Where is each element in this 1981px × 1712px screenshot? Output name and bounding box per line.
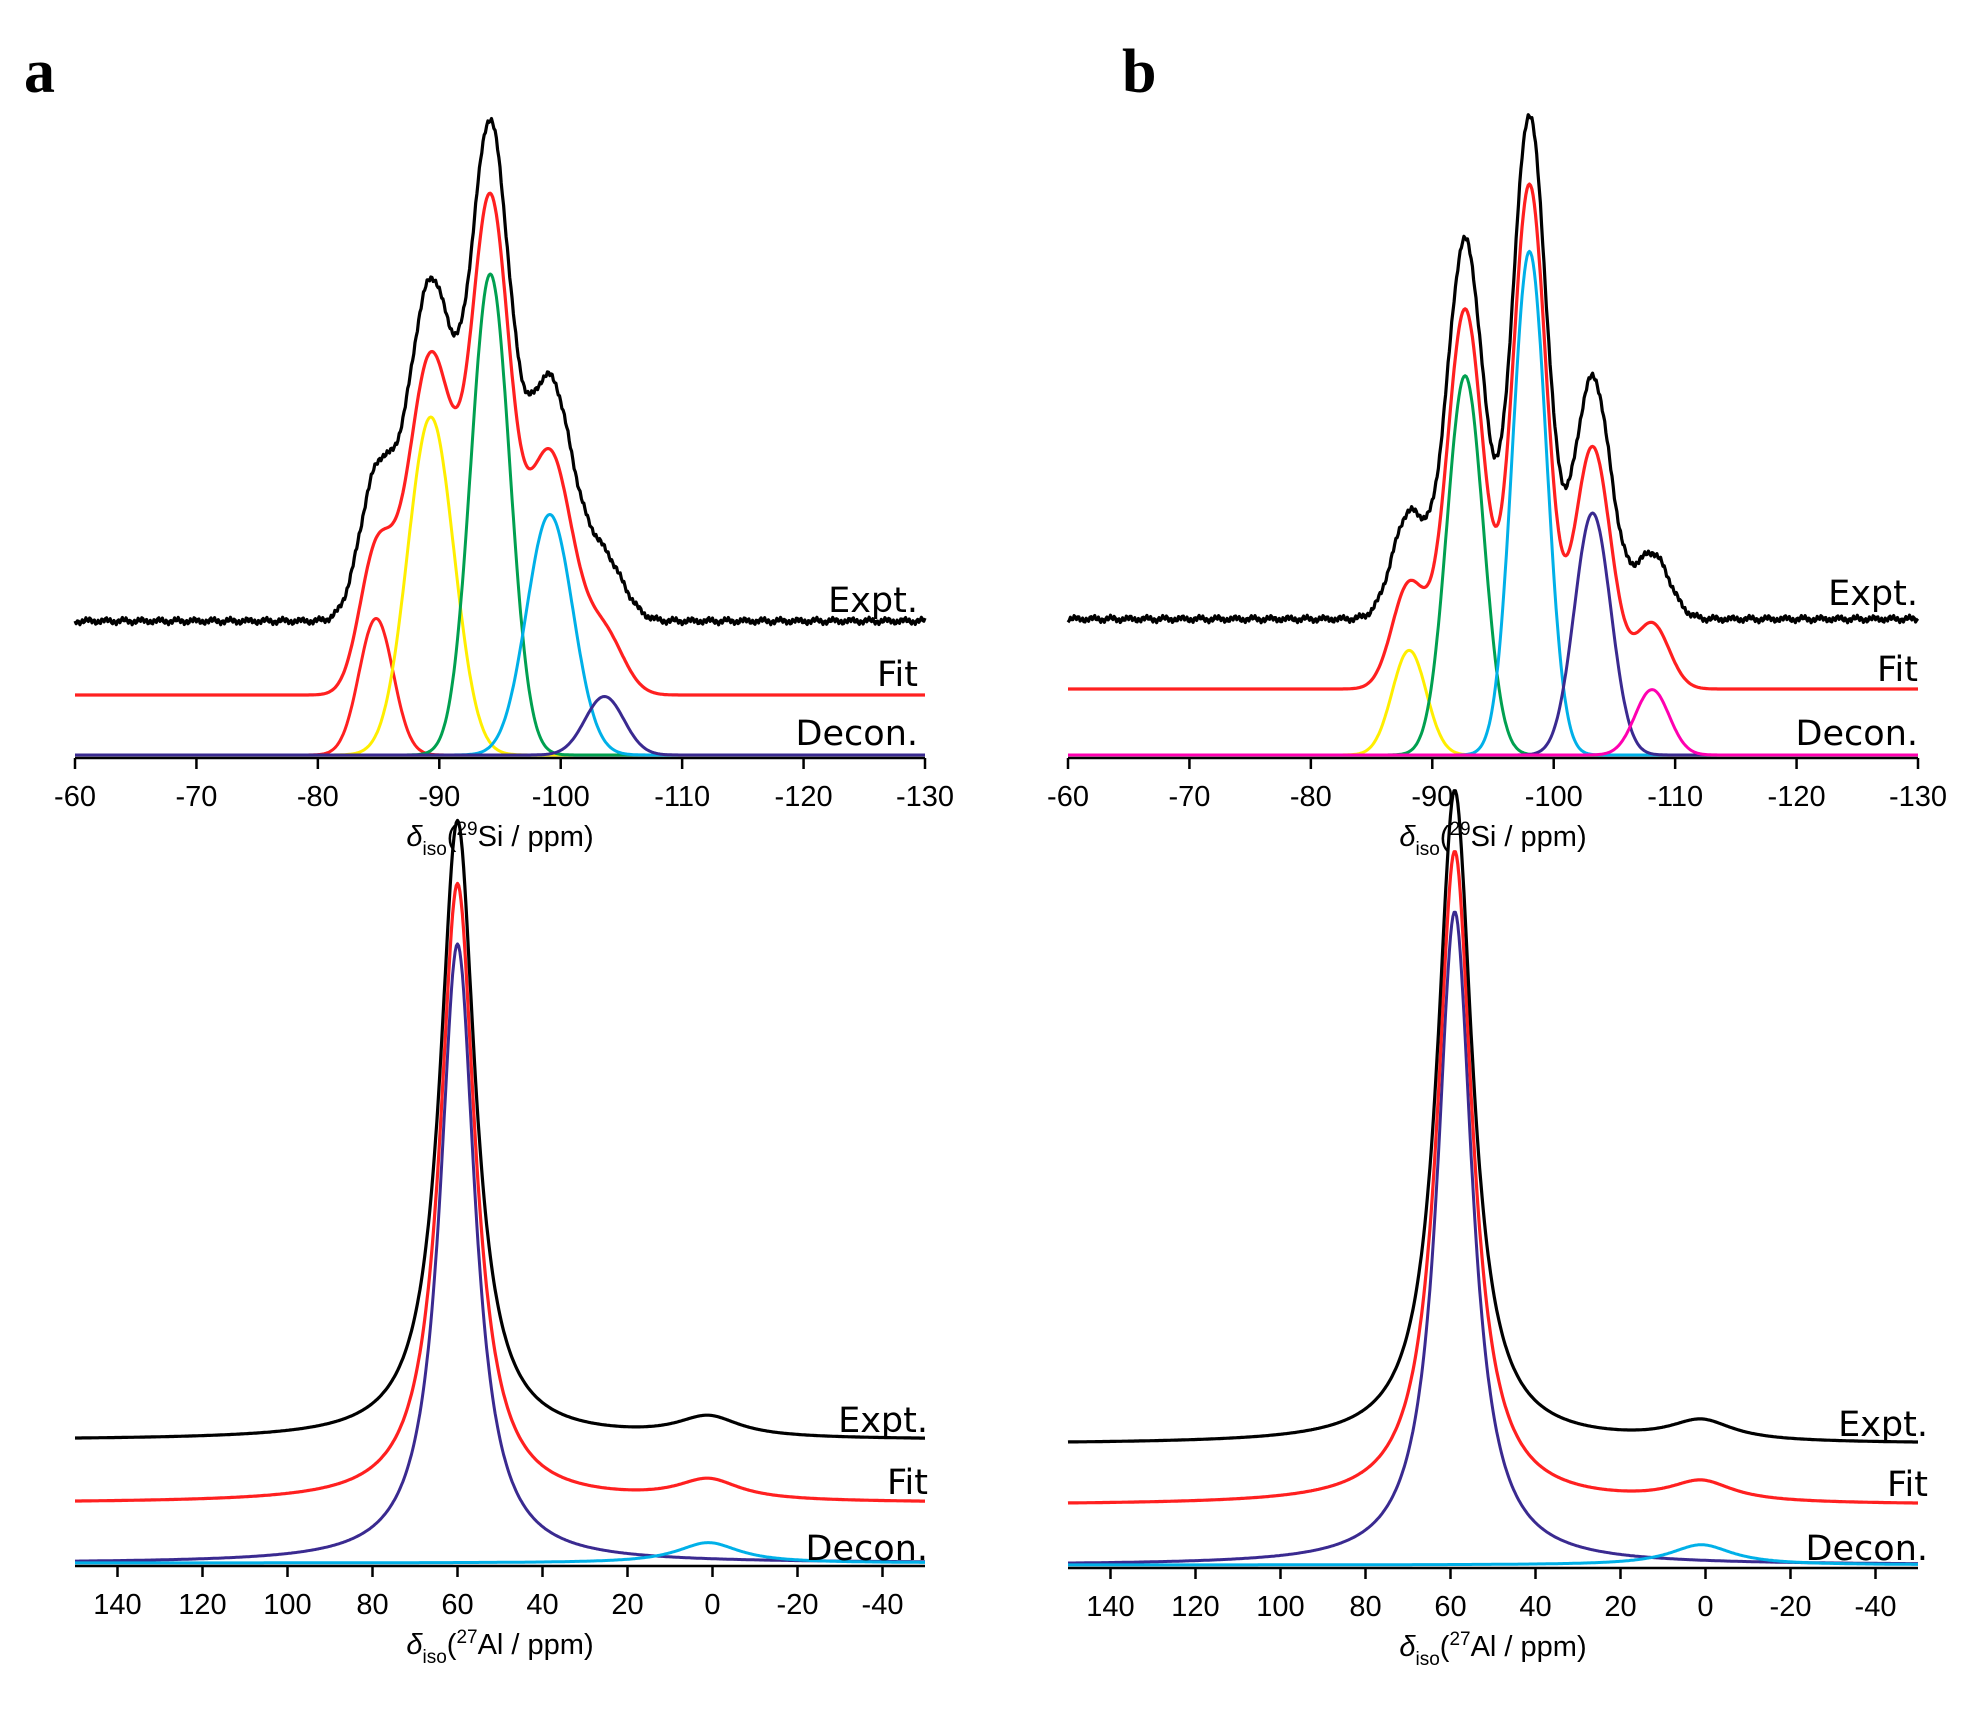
x-tick-label: 140: [1086, 1591, 1134, 1623]
x-axis-title-sub: iso: [422, 839, 446, 860]
x-tick-label: -120: [775, 781, 833, 813]
x-tick-label: -90: [418, 781, 460, 813]
expt-spectrum: [74, 818, 926, 1440]
x-tick-label: 60: [1434, 1591, 1466, 1623]
decon-component-5: [74, 695, 926, 757]
x-axis-title-sup: 27: [1449, 1629, 1470, 1650]
x-tick-label: -90: [1411, 781, 1453, 813]
x-axis-title-delta: δ: [406, 821, 423, 853]
fit-curve: [1067, 850, 1919, 1505]
x-tick-label: -120: [1768, 781, 1826, 813]
trace-label-decon: Decon.: [1806, 1529, 1928, 1569]
expt-spectrum: [73, 117, 927, 627]
x-tick-label: -20: [1770, 1591, 1812, 1623]
fit-curve: [74, 881, 926, 1503]
x-axis-title-delta: δ: [406, 1629, 423, 1661]
x-tick-label: 80: [356, 1589, 388, 1621]
x-axis-title: δiso(27Al / ppm): [1399, 1629, 1586, 1670]
x-tick-label: -130: [1889, 781, 1947, 813]
panel-letter-b: b: [1122, 38, 1156, 106]
trace-label-fit: Fit: [877, 655, 918, 695]
decon-component-1: [74, 942, 926, 1564]
x-tick-label: 100: [263, 1589, 311, 1621]
x-tick-label: 120: [178, 1589, 226, 1621]
x-tick-label: 20: [1604, 1591, 1636, 1623]
fit-curve: [74, 191, 926, 697]
fit-curve: [1067, 182, 1919, 691]
x-axis-title-delta: δ: [1399, 1631, 1416, 1663]
x-axis-title-sub: iso: [1415, 1649, 1439, 1670]
x-tick-label: -70: [1168, 781, 1210, 813]
x-tick-label: -80: [1290, 781, 1332, 813]
x-axis-title-rest: Al / ppm): [478, 1629, 594, 1661]
x-axis-title-rest: Al / ppm): [1471, 1631, 1587, 1663]
x-tick-label: -40: [1855, 1591, 1897, 1623]
trace-label-fit: Fit: [1887, 1465, 1928, 1505]
x-axis-title-open: (: [1440, 821, 1450, 853]
x-axis-title: δiso(29Si / ppm): [1399, 819, 1586, 860]
x-tick-label: 40: [526, 1589, 558, 1621]
x-axis-title-rest: Si / ppm): [478, 821, 594, 853]
trace-label-expt: Expt.: [838, 1401, 928, 1441]
x-tick-label: -100: [532, 781, 590, 813]
expt-spectrum: [1067, 789, 1919, 1444]
x-tick-label: -110: [1647, 781, 1703, 813]
x-axis-title-open: (: [447, 1629, 457, 1661]
x-axis-title-rest: Si / ppm): [1471, 821, 1587, 853]
x-tick-label: -100: [1525, 781, 1583, 813]
x-axis-title-open: (: [1440, 1631, 1450, 1663]
x-tick-label: 60: [441, 1589, 473, 1621]
trace-label-fit: Fit: [887, 1463, 928, 1503]
chart-b-si: -60 -70 -80 -90 -100 -110 -120 -130 δiso(29Si / …: [1047, 113, 1947, 860]
x-tick-label: -110: [654, 781, 710, 813]
expt-spectrum: [1066, 113, 1920, 625]
x-axis-title-sup: 27: [456, 1627, 477, 1648]
x-tick-label: 100: [1256, 1591, 1304, 1623]
trace-label-decon: Decon.: [806, 1529, 928, 1569]
x-tick-label: -60: [1047, 781, 1089, 813]
trace-label-expt: Expt.: [828, 581, 918, 621]
trace-label-decon: Decon.: [1796, 714, 1918, 754]
x-tick-label: -60: [54, 781, 96, 813]
x-tick-label: -20: [777, 1589, 819, 1621]
trace-label-fit: Fit: [1877, 650, 1918, 690]
x-tick-label: -80: [297, 781, 339, 813]
panel-letter-a: a: [24, 38, 55, 106]
x-axis-title-sub: iso: [422, 1647, 446, 1668]
x-tick-label: -40: [862, 1589, 904, 1621]
x-tick-label: 140: [93, 1589, 141, 1621]
trace-label-expt: Expt.: [1828, 574, 1918, 614]
trace-label-expt: Expt.: [1838, 1405, 1928, 1445]
x-tick-label: 40: [1519, 1591, 1551, 1623]
x-tick-label: 20: [611, 1589, 643, 1621]
x-axis-title-sub: iso: [1415, 839, 1439, 860]
x-axis-title: δiso(27Al / ppm): [406, 1627, 593, 1668]
x-axis-title-open: (: [447, 821, 457, 853]
decon-component-5: [1067, 688, 1919, 757]
x-tick-label: -70: [175, 781, 217, 813]
decon-component-2: [74, 1541, 926, 1565]
x-tick-label: -130: [896, 781, 954, 813]
x-tick-label: 0: [1697, 1591, 1713, 1623]
x-tick-label: 120: [1171, 1591, 1219, 1623]
trace-label-decon: Decon.: [796, 714, 918, 754]
x-axis-title-delta: δ: [1399, 821, 1416, 853]
decon-component-2: [1067, 1543, 1919, 1567]
x-tick-label: 0: [704, 1589, 720, 1621]
x-tick-label: 80: [1349, 1591, 1381, 1623]
